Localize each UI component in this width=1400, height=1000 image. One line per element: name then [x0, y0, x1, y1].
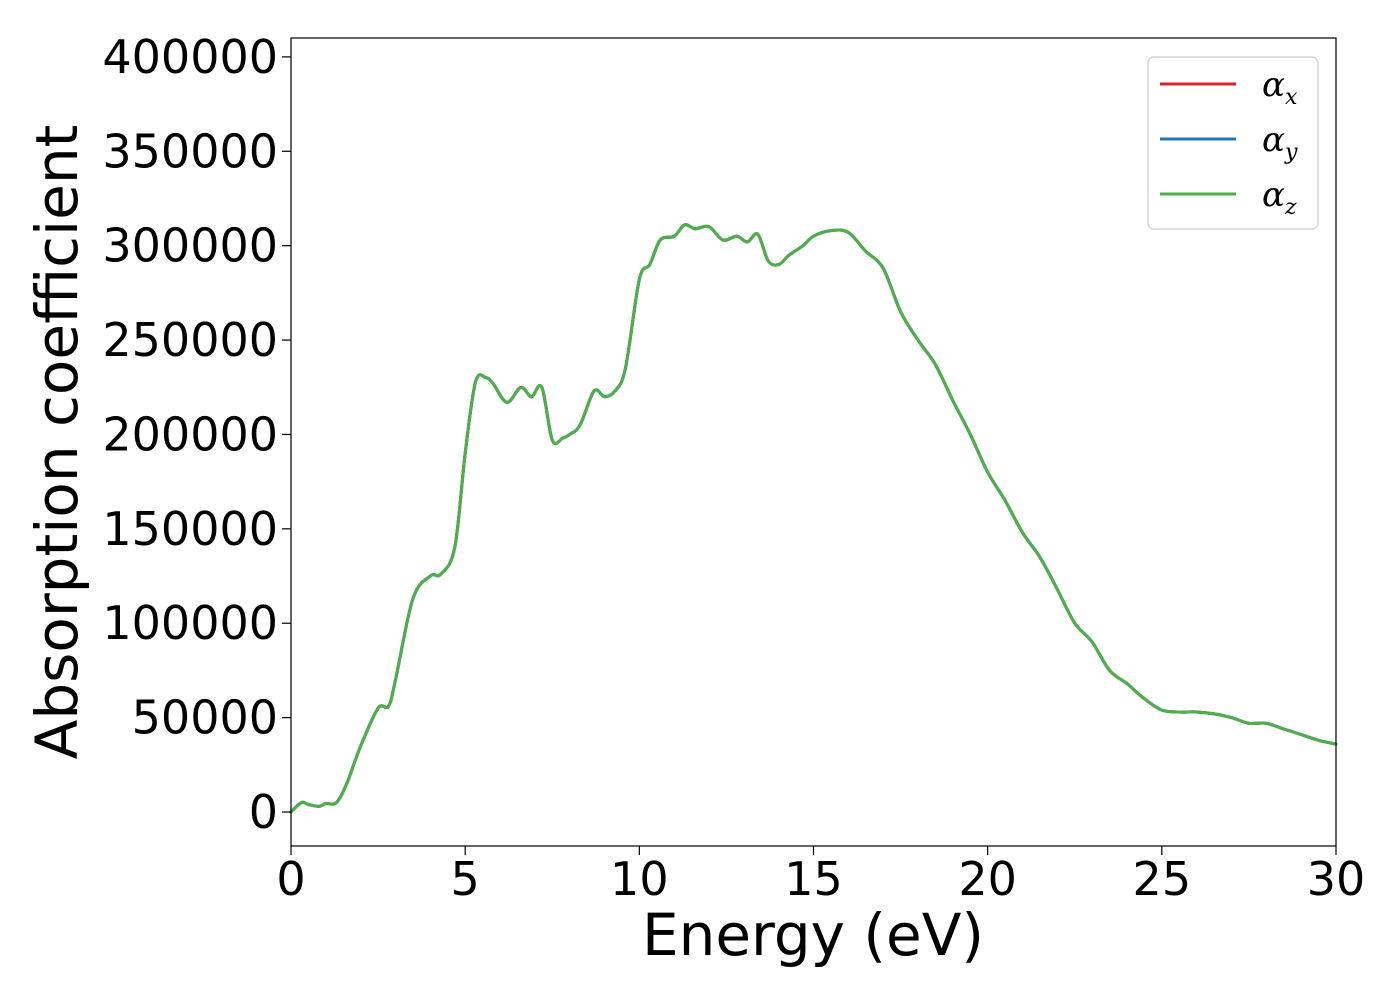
legend-label-z: αz: [1262, 175, 1297, 220]
y-tick-label: 350000: [102, 124, 278, 178]
x-axis-label: Energy (eV): [642, 901, 984, 969]
y-tick-label: 200000: [102, 407, 278, 461]
legend-box: [1147, 56, 1319, 230]
y-axis-label: Absorption coefficient: [23, 125, 91, 760]
x-tick-label: 25: [1133, 852, 1192, 906]
y-tick-label: 400000: [102, 30, 278, 84]
y-tick-label: 100000: [102, 596, 278, 650]
y-tick-label: 0: [249, 785, 278, 839]
legend-label-x: αx: [1262, 65, 1298, 110]
y-tick-label: 250000: [102, 313, 278, 367]
series-layer: [289, 223, 1338, 814]
x-tick-label: 0: [276, 852, 305, 906]
x-tick-label: 15: [784, 852, 843, 906]
x-tick-label: 30: [1307, 852, 1366, 906]
x-tick-label: 10: [610, 852, 669, 906]
y-axis: 0 50000 100000 150000 200000 250000 300000 3500…: [102, 30, 291, 839]
y-tick-label: 300000: [102, 219, 278, 273]
series-line-z: [289, 223, 1338, 814]
legend-label-y: αy: [1262, 120, 1298, 165]
legend: αx αy αz: [1147, 56, 1319, 230]
x-axis: 0 5 10 15 20 25 30: [276, 846, 1365, 906]
x-tick-label: 20: [958, 852, 1017, 906]
y-tick-label: 150000: [102, 502, 278, 556]
y-tick-label: 50000: [132, 691, 278, 745]
x-tick-label: 5: [451, 852, 480, 906]
